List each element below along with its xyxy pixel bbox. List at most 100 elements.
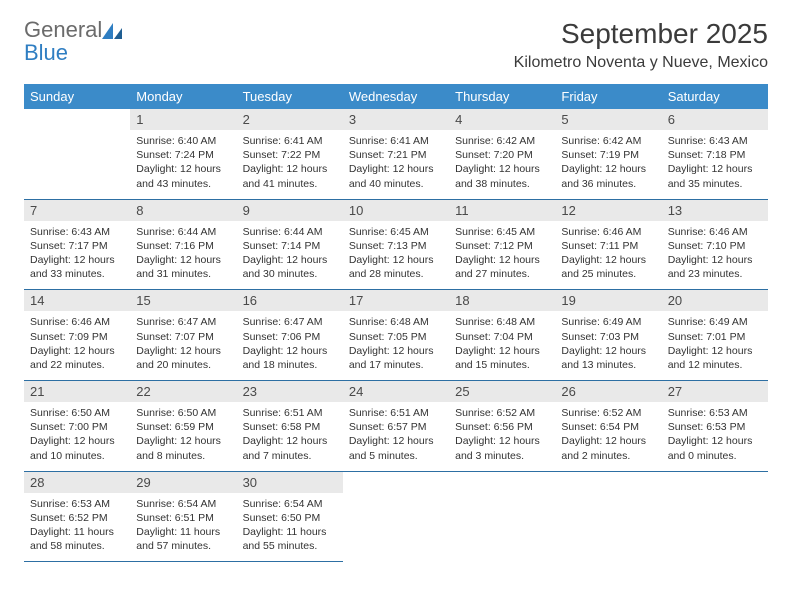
sunrise-text: Sunrise: 6:41 AM (243, 134, 337, 148)
daylight-text-2: and 20 minutes. (136, 358, 230, 372)
sunrise-text: Sunrise: 6:52 AM (561, 406, 655, 420)
sunrise-text: Sunrise: 6:51 AM (243, 406, 337, 420)
day-number: 28 (24, 472, 130, 493)
day-details: Sunrise: 6:52 AMSunset: 6:54 PMDaylight:… (555, 402, 661, 471)
day-details: Sunrise: 6:49 AMSunset: 7:01 PMDaylight:… (662, 311, 768, 380)
day-details: Sunrise: 6:51 AMSunset: 6:58 PMDaylight:… (237, 402, 343, 471)
sunset-text: Sunset: 7:06 PM (243, 330, 337, 344)
day-details: Sunrise: 6:51 AMSunset: 6:57 PMDaylight:… (343, 402, 449, 471)
sunrise-text: Sunrise: 6:45 AM (349, 225, 443, 239)
day-number: 1 (130, 109, 236, 130)
calendar-cell: 21Sunrise: 6:50 AMSunset: 7:00 PMDayligh… (24, 381, 130, 472)
daylight-text-2: and 2 minutes. (561, 449, 655, 463)
sunrise-text: Sunrise: 6:42 AM (455, 134, 549, 148)
calendar-cell: 6Sunrise: 6:43 AMSunset: 7:18 PMDaylight… (662, 109, 768, 199)
calendar-cell: 11Sunrise: 6:45 AMSunset: 7:12 PMDayligh… (449, 199, 555, 290)
calendar-cell: 10Sunrise: 6:45 AMSunset: 7:13 PMDayligh… (343, 199, 449, 290)
daylight-text-2: and 43 minutes. (136, 177, 230, 191)
calendar-cell: 17Sunrise: 6:48 AMSunset: 7:05 PMDayligh… (343, 290, 449, 381)
daylight-text-2: and 5 minutes. (349, 449, 443, 463)
daylight-text-1: Daylight: 12 hours (668, 344, 762, 358)
day-number: 23 (237, 381, 343, 402)
day-number: 10 (343, 200, 449, 221)
calendar-header-tuesday: Tuesday (237, 84, 343, 109)
daylight-text-2: and 23 minutes. (668, 267, 762, 281)
calendar-cell: 28Sunrise: 6:53 AMSunset: 6:52 PMDayligh… (24, 471, 130, 562)
logo-blue: Blue (24, 40, 68, 65)
sunset-text: Sunset: 6:57 PM (349, 420, 443, 434)
calendar-cell: 14Sunrise: 6:46 AMSunset: 7:09 PMDayligh… (24, 290, 130, 381)
sunset-text: Sunset: 6:58 PM (243, 420, 337, 434)
sunrise-text: Sunrise: 6:50 AM (30, 406, 124, 420)
daylight-text-2: and 36 minutes. (561, 177, 655, 191)
sunset-text: Sunset: 7:14 PM (243, 239, 337, 253)
calendar-week-row: 21Sunrise: 6:50 AMSunset: 7:00 PMDayligh… (24, 381, 768, 472)
sunset-text: Sunset: 7:09 PM (30, 330, 124, 344)
sunrise-text: Sunrise: 6:44 AM (243, 225, 337, 239)
day-details: Sunrise: 6:44 AMSunset: 7:16 PMDaylight:… (130, 221, 236, 290)
calendar-header-wednesday: Wednesday (343, 84, 449, 109)
day-number: 26 (555, 381, 661, 402)
sunrise-text: Sunrise: 6:47 AM (136, 315, 230, 329)
daylight-text-1: Daylight: 12 hours (349, 253, 443, 267)
daylight-text-1: Daylight: 12 hours (668, 434, 762, 448)
calendar-cell: 13Sunrise: 6:46 AMSunset: 7:10 PMDayligh… (662, 199, 768, 290)
logo-general: General (24, 17, 102, 42)
sunset-text: Sunset: 7:17 PM (30, 239, 124, 253)
sunset-text: Sunset: 7:16 PM (136, 239, 230, 253)
sunset-text: Sunset: 6:54 PM (561, 420, 655, 434)
sunrise-text: Sunrise: 6:49 AM (561, 315, 655, 329)
day-details: Sunrise: 6:52 AMSunset: 6:56 PMDaylight:… (449, 402, 555, 471)
calendar-cell: 29Sunrise: 6:54 AMSunset: 6:51 PMDayligh… (130, 471, 236, 562)
calendar-header-monday: Monday (130, 84, 236, 109)
daylight-text-1: Daylight: 12 hours (243, 344, 337, 358)
day-number: 6 (662, 109, 768, 130)
daylight-text-2: and 58 minutes. (30, 539, 124, 553)
day-details: Sunrise: 6:43 AMSunset: 7:17 PMDaylight:… (24, 221, 130, 290)
sunset-text: Sunset: 7:20 PM (455, 148, 549, 162)
daylight-text-2: and 40 minutes. (349, 177, 443, 191)
calendar-cell: 19Sunrise: 6:49 AMSunset: 7:03 PMDayligh… (555, 290, 661, 381)
sunset-text: Sunset: 6:50 PM (243, 511, 337, 525)
calendar-cell (24, 109, 130, 199)
calendar-cell: 4Sunrise: 6:42 AMSunset: 7:20 PMDaylight… (449, 109, 555, 199)
sunset-text: Sunset: 7:04 PM (455, 330, 549, 344)
day-number: 14 (24, 290, 130, 311)
day-details: Sunrise: 6:42 AMSunset: 7:20 PMDaylight:… (449, 130, 555, 199)
calendar-cell: 18Sunrise: 6:48 AMSunset: 7:04 PMDayligh… (449, 290, 555, 381)
daylight-text-2: and 3 minutes. (455, 449, 549, 463)
day-number: 3 (343, 109, 449, 130)
daylight-text-2: and 28 minutes. (349, 267, 443, 281)
sunrise-text: Sunrise: 6:44 AM (136, 225, 230, 239)
daylight-text-2: and 0 minutes. (668, 449, 762, 463)
logo-sail-icon (102, 23, 124, 39)
calendar-cell: 3Sunrise: 6:41 AMSunset: 7:21 PMDaylight… (343, 109, 449, 199)
calendar-header-sunday: Sunday (24, 84, 130, 109)
day-number: 9 (237, 200, 343, 221)
calendar-header-saturday: Saturday (662, 84, 768, 109)
day-number: 2 (237, 109, 343, 130)
day-number: 7 (24, 200, 130, 221)
calendar-header-friday: Friday (555, 84, 661, 109)
sunset-text: Sunset: 6:53 PM (668, 420, 762, 434)
sunset-text: Sunset: 7:18 PM (668, 148, 762, 162)
daylight-text-2: and 55 minutes. (243, 539, 337, 553)
daylight-text-2: and 30 minutes. (243, 267, 337, 281)
sunset-text: Sunset: 6:59 PM (136, 420, 230, 434)
calendar-cell: 30Sunrise: 6:54 AMSunset: 6:50 PMDayligh… (237, 471, 343, 562)
sunrise-text: Sunrise: 6:49 AM (668, 315, 762, 329)
calendar-cell (662, 471, 768, 562)
day-number: 13 (662, 200, 768, 221)
day-details: Sunrise: 6:48 AMSunset: 7:05 PMDaylight:… (343, 311, 449, 380)
daylight-text-2: and 57 minutes. (136, 539, 230, 553)
daylight-text-2: and 27 minutes. (455, 267, 549, 281)
calendar-header-thursday: Thursday (449, 84, 555, 109)
day-number: 29 (130, 472, 236, 493)
sunset-text: Sunset: 7:01 PM (668, 330, 762, 344)
calendar-cell: 8Sunrise: 6:44 AMSunset: 7:16 PMDaylight… (130, 199, 236, 290)
daylight-text-1: Daylight: 12 hours (136, 344, 230, 358)
sunset-text: Sunset: 7:03 PM (561, 330, 655, 344)
daylight-text-2: and 25 minutes. (561, 267, 655, 281)
calendar-cell: 20Sunrise: 6:49 AMSunset: 7:01 PMDayligh… (662, 290, 768, 381)
daylight-text-1: Daylight: 12 hours (136, 253, 230, 267)
